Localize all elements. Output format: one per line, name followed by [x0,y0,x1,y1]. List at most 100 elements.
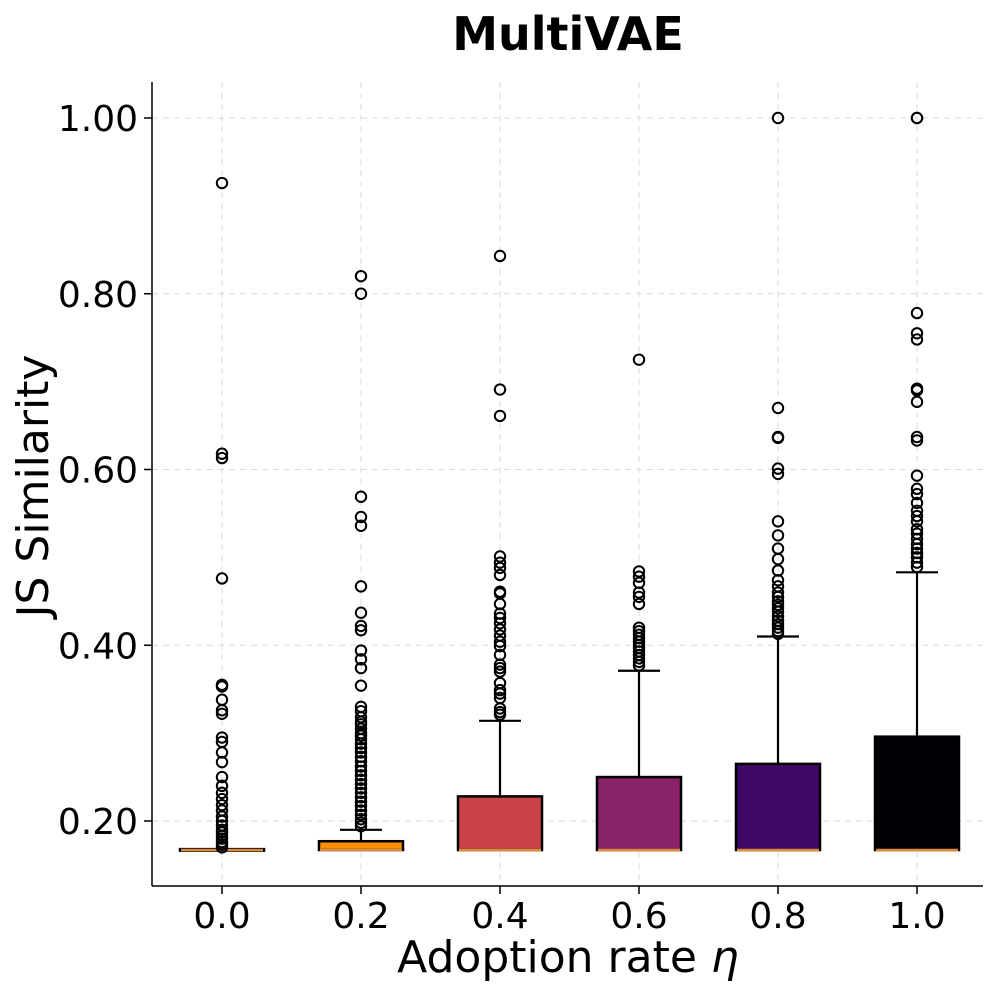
box-group [317,269,405,852]
x-axis-label-symbol: η [711,932,739,983]
box-iqr [456,795,544,852]
outlier-point [354,782,368,795]
outlier-point [215,832,229,845]
outlier-point [354,661,368,675]
outlier-point [910,111,924,125]
outlier-point [493,623,507,636]
outlier-point [493,550,507,563]
outlier-point [910,556,924,569]
outlier-point [493,409,507,423]
outlier-point [493,658,507,671]
grid-lines [152,82,983,886]
outlier-point [771,529,785,542]
outlier-point [910,306,924,320]
outlier-point [354,580,368,593]
outlier-point [215,786,229,800]
outlier-point [910,469,924,482]
x-axis-label-text: Adoption rate [397,932,697,983]
outlier-point [215,841,229,854]
outlier-point [910,487,924,501]
outlier-point [354,653,368,666]
outlier-point [910,560,924,574]
outlier-point [215,814,229,828]
outlier-point [354,746,368,759]
outlier-point [493,556,507,569]
outlier-point [215,798,229,812]
outlier-point [354,804,368,817]
outlier-point [354,679,368,692]
outlier-point [493,568,507,582]
outlier-point [354,737,368,750]
box-group [178,176,266,854]
outlier-point [910,509,924,523]
y-axis-label: JS Similarity [8,355,59,621]
outlier-point [354,287,368,300]
x-tick-label: 0.2 [332,896,389,937]
outlier-point [632,590,646,604]
box-group [456,249,544,852]
x-tick-label: 0.8 [749,896,806,937]
outlier-point [215,680,229,693]
box-iqr [734,762,822,852]
x-axis-label: Adoption rate η [397,932,739,983]
x-tick-label: 0.0 [193,896,250,937]
outlier-point [354,816,368,829]
outlier-point [910,327,924,340]
outlier-point [493,639,507,653]
chart-title: MultiVAE [452,7,684,61]
outlier-point [354,764,368,778]
outlier-point [771,467,785,481]
outlier-point [771,610,785,623]
outlier-point [632,652,646,665]
outlier-point [771,111,785,125]
outlier-point [215,792,229,806]
outlier-point [910,496,924,510]
outlier-point [632,565,646,578]
outlier-point [354,760,368,773]
outlier-point [215,176,229,190]
outlier-point [215,572,229,585]
outlier-point [493,383,507,396]
outlier-point [493,561,507,575]
box-group [734,111,822,852]
outlier-point [632,586,646,599]
box-iqr [873,735,961,852]
y-tick-label: 0.60 [58,451,138,492]
outlier-point [215,451,229,465]
outlier-point [215,447,229,460]
box-group [595,353,683,852]
outlier-point [910,542,924,555]
outlier-point [493,702,507,715]
outlier-point [354,769,368,782]
outlier-point [354,820,368,833]
outlier-point [771,627,785,641]
outlier-point [215,731,229,744]
outlier-point [354,777,368,791]
outlier-point [771,586,785,599]
outlier-point [354,729,368,742]
outlier-point [354,741,368,755]
outlier-point [354,733,368,746]
outlier-point [910,395,924,409]
outlier-point [354,795,368,808]
outlier-point [354,519,368,532]
outlier-point [493,661,507,675]
x-tick-label: 1.0 [888,896,945,937]
axes [151,82,983,887]
outlier-point [354,711,368,724]
outlier-point [910,434,924,447]
outlier-point [354,624,368,637]
outlier-point [215,755,229,769]
outlier-point [910,482,924,496]
outlier-point [493,665,507,678]
boxes [178,111,961,854]
outlier-point [354,619,368,633]
outlier-point [354,718,368,731]
x-tick-label: 0.4 [471,896,528,937]
outlier-point [215,770,229,784]
outlier-point [215,704,229,717]
outlier-point [632,353,646,366]
outlier-point [771,462,785,475]
outlier-point [910,384,924,397]
